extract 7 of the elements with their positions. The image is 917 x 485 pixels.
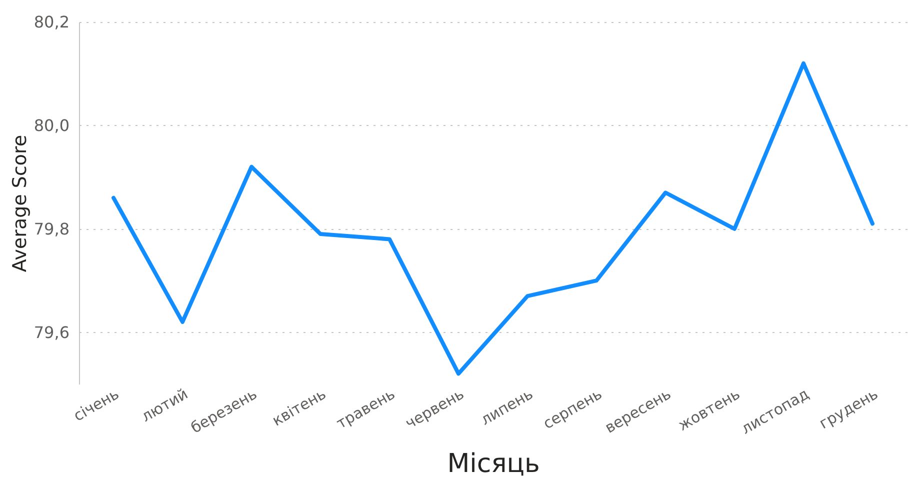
y-tick-label: 79,8 <box>34 219 70 238</box>
y-tick-label: 80,2 <box>34 12 70 32</box>
y-tick-label: 79,6 <box>34 322 70 342</box>
line-series <box>112 61 874 376</box>
y-tick-label: 80,0 <box>34 116 70 135</box>
y-axis-title: Average Score <box>8 134 31 272</box>
x-axis-title: Місяць <box>447 448 540 479</box>
